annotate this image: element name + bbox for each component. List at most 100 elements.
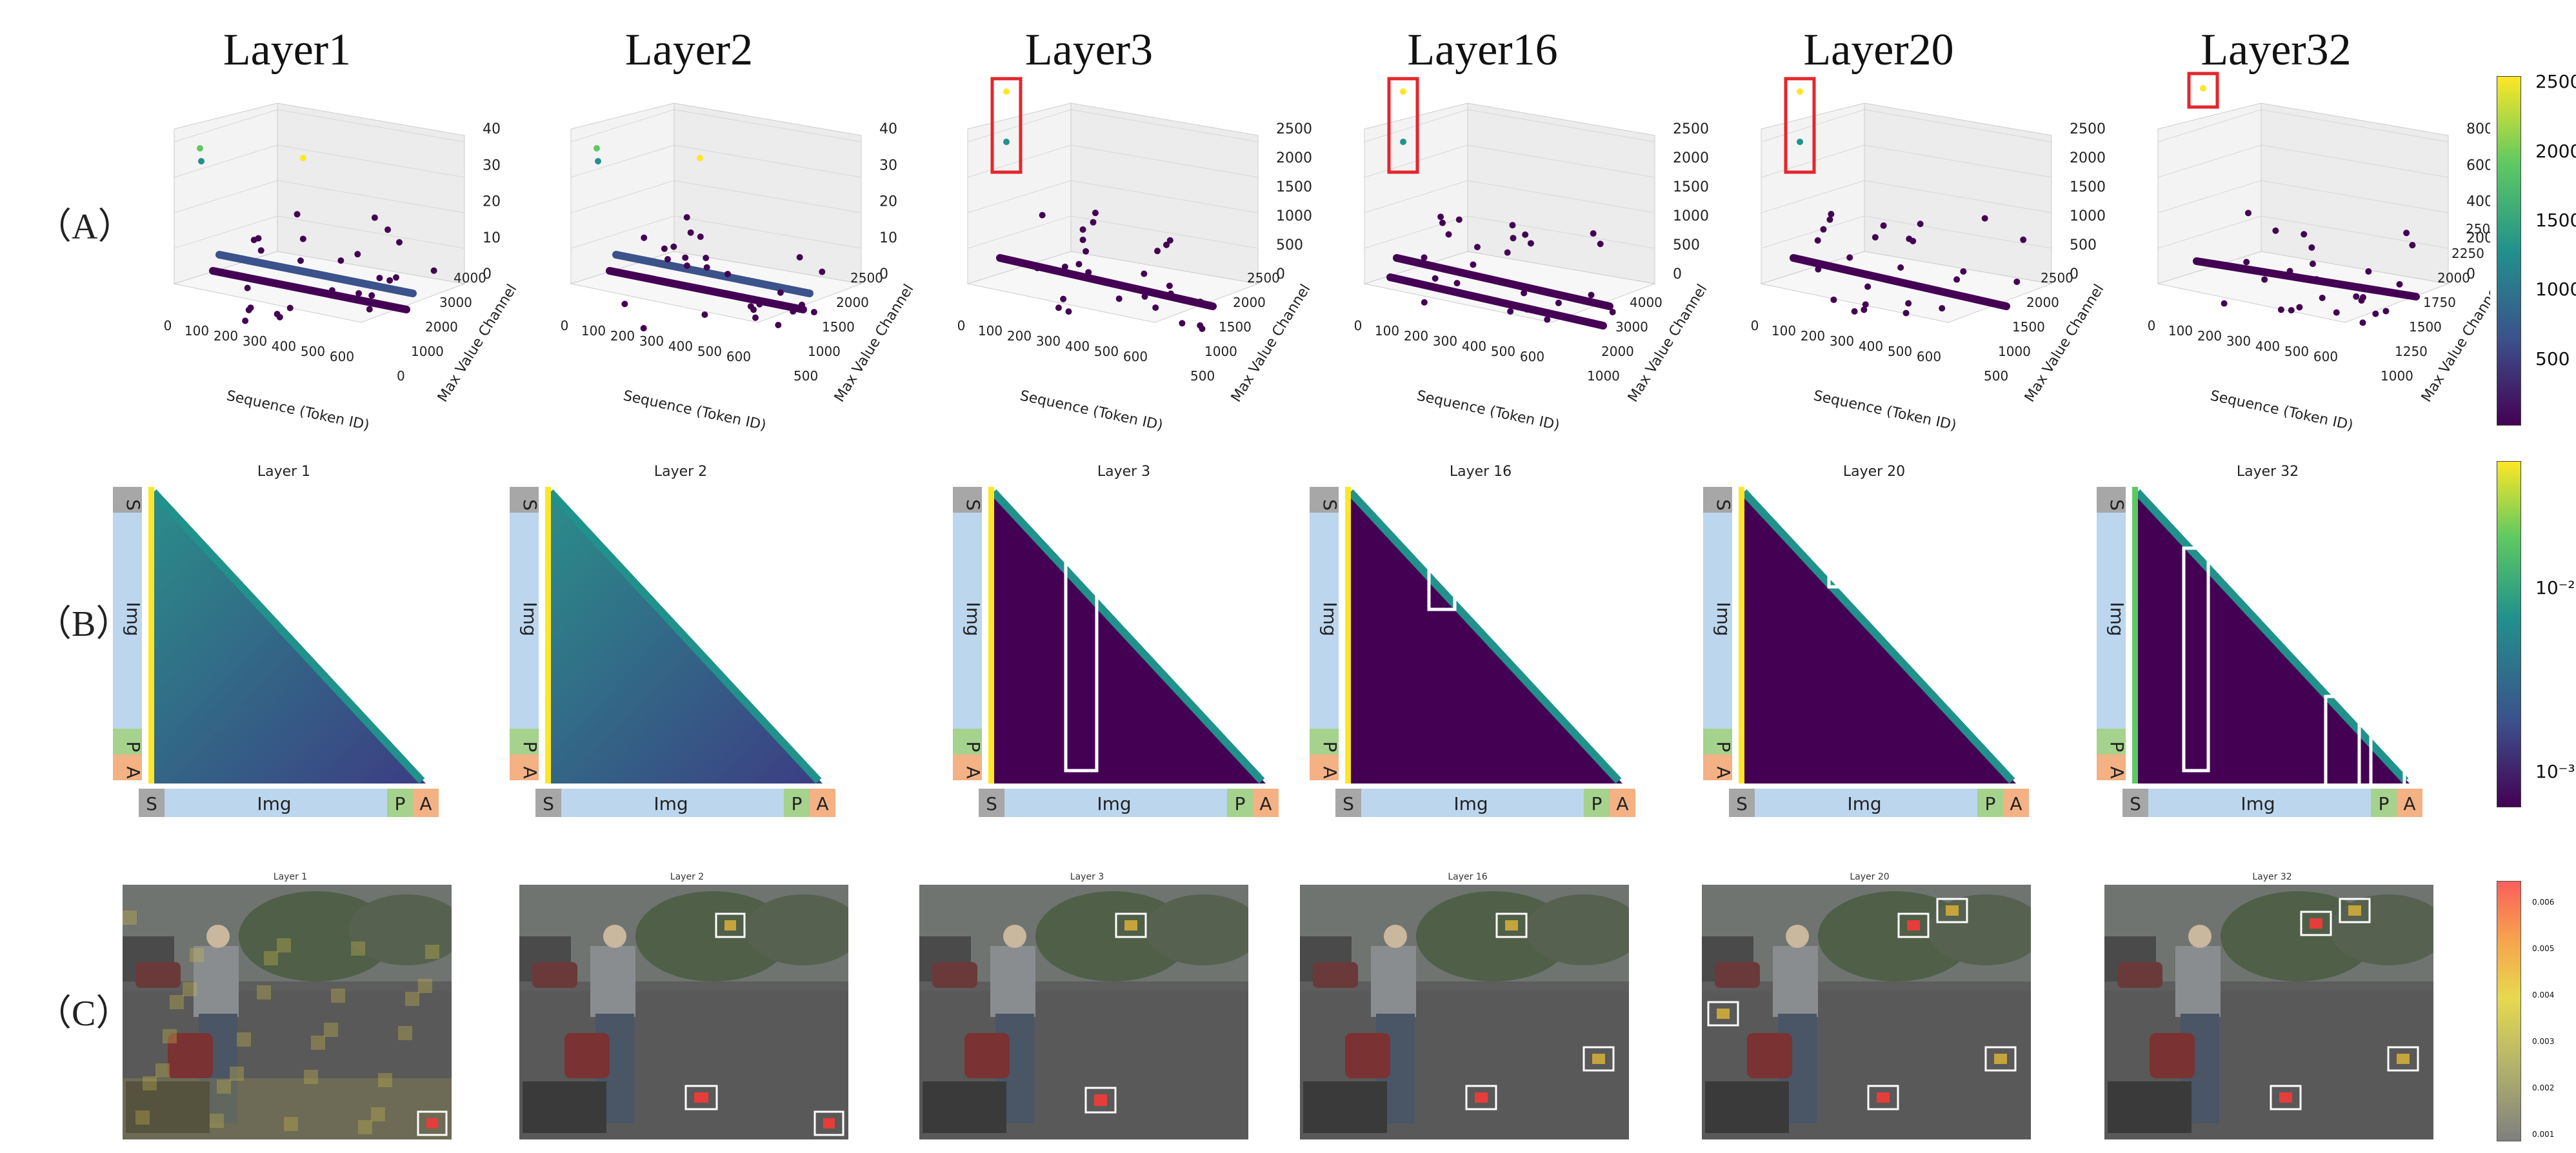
layer-title-3: Layer3 <box>1024 25 1153 75</box>
grid-line <box>1070 215 1259 249</box>
data-point <box>276 313 283 320</box>
tag-s-label: S <box>986 793 997 814</box>
x-tick-label: 400 <box>2255 339 2280 354</box>
x-tick-label: 100 <box>185 323 209 339</box>
tag-img-bottom <box>1755 789 1977 817</box>
y-tick-label: 1000 <box>1204 344 1237 359</box>
data-point <box>368 292 375 299</box>
scene-trees <box>745 894 848 965</box>
data-point <box>1588 291 1595 299</box>
highlight-box <box>1115 912 1147 938</box>
grid-line <box>967 180 1072 213</box>
highlight-box <box>2187 72 2219 109</box>
scene-suitcase <box>1303 1081 1387 1133</box>
grid-line <box>277 180 465 213</box>
x-tick-label: 400 <box>1859 339 1883 354</box>
x-tick-label: 600 <box>1123 349 1148 364</box>
colorbar-c-tick: 0.004 <box>2532 990 2555 1000</box>
tag-p-label: P <box>1235 793 1246 814</box>
tag-a-label: A <box>419 793 432 814</box>
x-tick-label: 200 <box>1007 328 1032 344</box>
x-tick-label: 300 <box>2226 333 2251 349</box>
data-point <box>1897 264 1904 271</box>
data-point <box>1846 254 1853 261</box>
grid-line <box>277 109 465 143</box>
data-point <box>1420 281 1427 288</box>
y-tick-label: 500 <box>1984 368 2008 384</box>
colorbar-a-tick: 500 <box>2535 348 2570 370</box>
z-tick-label: 200 <box>2466 230 2490 246</box>
data-point <box>2359 319 2366 326</box>
data-point <box>682 254 689 261</box>
tag-p-label: P <box>963 742 984 753</box>
data-point <box>1507 308 1514 315</box>
colorbar-c-tick: 0.003 <box>2532 1037 2555 1046</box>
data-band <box>606 267 807 313</box>
highlight-box <box>2300 911 2332 936</box>
data-point <box>701 311 708 318</box>
tag-img-left <box>1703 513 1732 729</box>
highlight-box <box>814 1110 844 1136</box>
x-tick-label: 500 <box>2284 344 2309 359</box>
x-tick-label: 500 <box>301 344 325 359</box>
tag-img-label: Img <box>257 793 291 814</box>
data-point <box>244 284 251 291</box>
attention-hotspot <box>823 1118 835 1128</box>
colorbar-b-tick: 10⁻³ <box>2535 761 2575 782</box>
y-tick-label: 2500 <box>2041 270 2073 286</box>
data-point <box>790 308 797 315</box>
attention-patch <box>210 1114 224 1128</box>
row-label-a: （A） <box>35 207 134 247</box>
data-point <box>756 301 763 308</box>
y-tick-label: 1000 <box>1587 368 1620 384</box>
data-point <box>703 254 710 261</box>
tag-a-left <box>510 754 539 780</box>
data-point <box>1872 233 1879 241</box>
x-tick-label: 300 <box>639 333 664 349</box>
highlight-box <box>1984 1046 2017 1072</box>
data-point <box>1083 248 1090 255</box>
data-band <box>1790 254 2010 310</box>
grid-line <box>570 215 675 249</box>
outlier-point <box>1797 139 1803 145</box>
x-axis-label: Sequence (Token ID) <box>2209 388 2355 433</box>
attention-patch <box>324 1023 338 1037</box>
grid-line <box>2157 109 2262 143</box>
tag-img-bottom <box>1004 789 1227 817</box>
data-point <box>1061 263 1068 270</box>
attention-hotspot <box>1505 920 1518 931</box>
y-tick-label: 500 <box>1190 368 1215 384</box>
x-tick-label: 600 <box>1520 349 1544 364</box>
data-point <box>687 229 694 236</box>
data-point <box>366 306 373 313</box>
data-point <box>1905 300 1912 307</box>
attention-map-title: Layer 2 <box>654 464 707 480</box>
tag-s-label: S <box>2106 499 2128 511</box>
data-point <box>2396 281 2403 288</box>
highlight-box <box>1465 1085 1497 1110</box>
x-axis-label: Sequence (Token ID) <box>1812 388 1958 433</box>
grid-line <box>674 109 862 143</box>
data-point <box>1039 212 1046 219</box>
data-point <box>1510 235 1517 242</box>
grid-line <box>1364 215 1468 249</box>
colorbar-c-tick: 0.006 <box>2532 898 2555 907</box>
x-tick-label: 200 <box>610 328 635 344</box>
data-point <box>775 322 782 329</box>
data-point <box>430 267 437 274</box>
data-point <box>2382 308 2390 315</box>
attention-patch <box>143 1076 157 1090</box>
row-label-c: （C） <box>35 994 132 1034</box>
attention-patch <box>371 1107 385 1121</box>
y-tick-label: 2000 <box>2437 270 2470 286</box>
attention-hotspot <box>1907 920 1920 931</box>
tag-p-left <box>510 729 539 754</box>
x-axis-label: Sequence (Token ID) <box>1019 388 1164 433</box>
data-band <box>2193 257 2420 301</box>
data-point <box>724 270 731 277</box>
data-point <box>683 214 690 221</box>
data-point <box>1432 275 1439 282</box>
scene-suitcase <box>923 1081 1006 1133</box>
attention-patch <box>405 992 419 1006</box>
y-tick-label: 3000 <box>439 295 472 310</box>
